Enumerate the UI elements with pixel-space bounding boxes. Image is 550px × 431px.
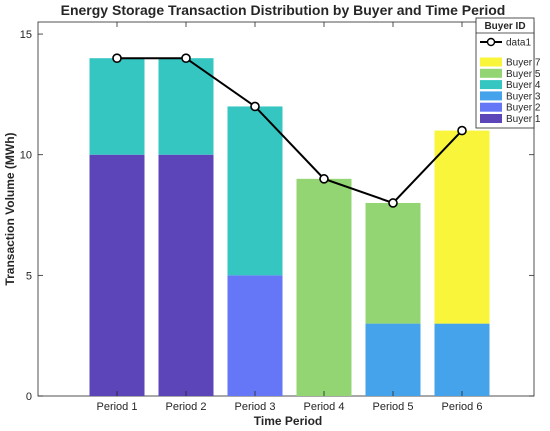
line-point-period-2 xyxy=(181,53,191,63)
bar-buyer-1-period-1 xyxy=(89,154,145,396)
legend-swatch-buyer-7 xyxy=(480,57,502,67)
x-tick-label: Period 3 xyxy=(235,401,276,413)
bar-buyer-4-period-2 xyxy=(158,58,214,155)
line-point-period-4 xyxy=(319,174,329,184)
line-point-period-5 xyxy=(388,198,398,208)
bar-buyer-7-period-6 xyxy=(434,130,490,324)
y-tick-label: 10 xyxy=(20,150,32,162)
bar-buyer-4-period-1 xyxy=(89,58,145,155)
x-axis-label: Time Period xyxy=(254,414,322,428)
legend-label-buyer-7: Buyer 7 xyxy=(506,58,541,69)
bar-buyer-4-period-3 xyxy=(227,106,283,276)
line-point-period-6 xyxy=(457,125,467,136)
y-tick-label: 15 xyxy=(20,29,32,41)
x-tick-label: Period 5 xyxy=(373,401,414,413)
bar-buyer-3-period-5 xyxy=(365,323,421,396)
legend-swatch-buyer-2 xyxy=(480,102,502,112)
x-tick-label: Period 1 xyxy=(97,401,138,413)
y-axis: 0 5 10 15 xyxy=(20,29,534,403)
bar-buyer-2-period-3 xyxy=(227,275,283,396)
y-tick-label: 0 xyxy=(26,391,32,403)
bar-buyer-3-period-6 xyxy=(434,323,490,396)
legend-label-buyer-3: Buyer 3 xyxy=(506,91,541,102)
legend-label-buyer-4: Buyer 4 xyxy=(506,80,541,91)
x-tick-label: Period 4 xyxy=(304,401,345,413)
chart-title: Energy Storage Transaction Distribution … xyxy=(61,2,506,18)
line-point-period-1 xyxy=(112,53,122,63)
bar-buyer-5-period-4 xyxy=(296,178,352,396)
legend-swatch-buyer-4 xyxy=(480,80,502,90)
legend-title: Buyer ID xyxy=(484,21,525,32)
line-point-period-3 xyxy=(250,101,260,112)
y-tick-label: 5 xyxy=(26,270,32,282)
line-layer xyxy=(112,53,467,208)
bars-layer xyxy=(89,58,490,396)
x-tick-label: Period 6 xyxy=(442,401,483,413)
x-tick-label: Period 2 xyxy=(166,401,207,413)
legend-swatch-buyer-1 xyxy=(480,114,502,123)
legend-label-buyer-2: Buyer 2 xyxy=(506,103,541,114)
bar-buyer-1-period-2 xyxy=(158,154,214,396)
legend-marker-swatch xyxy=(486,37,496,47)
legend-label-data1: data1 xyxy=(506,38,531,49)
legend-label-buyer-5: Buyer 5 xyxy=(506,69,541,80)
legend-swatch-buyer-5 xyxy=(480,68,502,78)
y-axis-label: Transaction Volume (MWh) xyxy=(3,132,17,285)
line-data1 xyxy=(117,57,463,205)
bar-buyer-5-period-5 xyxy=(365,202,421,324)
legend-label-buyer-1: Buyer 1 xyxy=(506,114,541,125)
legend-swatch-buyer-3 xyxy=(480,91,502,101)
x-axis: Period 1 Period 2 Period 3 Period 4 Period 5… xyxy=(97,22,483,413)
